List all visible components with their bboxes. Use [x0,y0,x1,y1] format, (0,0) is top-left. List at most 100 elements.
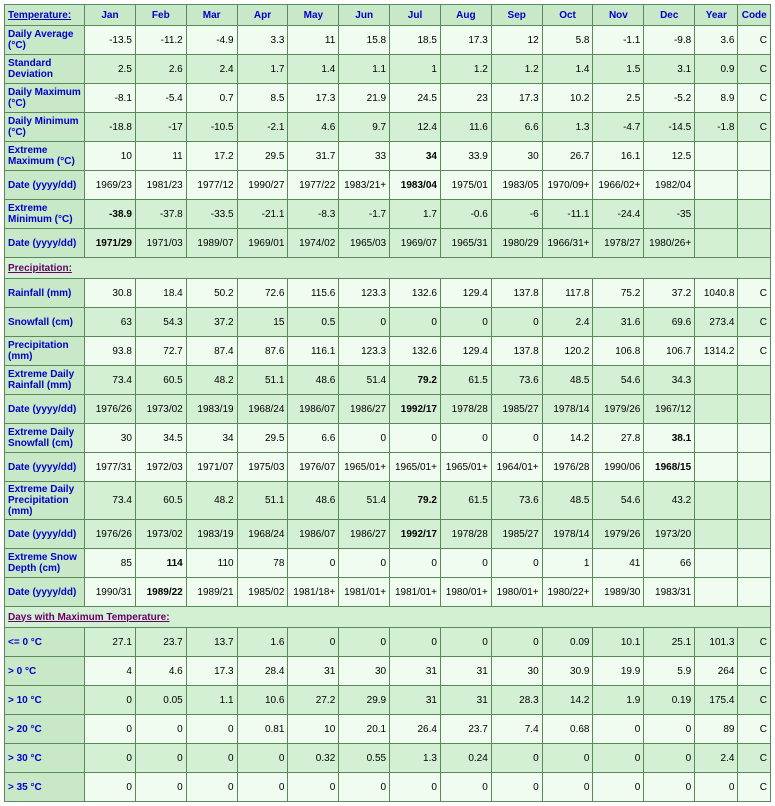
month-cell: 17.3 [491,84,542,113]
month-cell: 0.05 [135,686,186,715]
section-link[interactable]: Days with Maximum Temperature: [8,612,170,623]
month-cell: 1986/27 [339,520,390,549]
month-cell: 31.6 [593,308,644,337]
section-link[interactable]: Precipitation: [8,263,72,274]
year-cell: -1.8 [695,113,738,142]
year-cell: 3.6 [695,26,738,55]
month-cell: 1983/31 [644,578,695,607]
month-cell: 2.4 [542,308,593,337]
month-cell: 2.4 [186,55,237,84]
month-cell: 15.8 [339,26,390,55]
code-cell [738,229,771,258]
header-temperature[interactable]: Temperature: [5,5,85,26]
month-cell: 63 [85,308,136,337]
month-cell: 26.7 [542,142,593,171]
month-cell: 1985/27 [491,520,542,549]
year-cell [695,520,738,549]
month-cell: 1990/06 [593,453,644,482]
month-cell: 20.1 [339,715,390,744]
month-cell: 1986/27 [339,395,390,424]
month-cell: 61.5 [440,366,491,395]
table-row: Snowfall (cm)6354.337.2150.500002.431.66… [5,308,771,337]
code-cell [738,549,771,578]
month-cell: -1.7 [339,200,390,229]
table-row: Daily Average (°C)-13.5-11.2-4.93.31115.… [5,26,771,55]
month-cell: 43.2 [644,482,695,520]
month-cell: 115.6 [288,279,339,308]
month-cell: 0 [135,715,186,744]
month-cell: 1970/09+ [542,171,593,200]
table-row: > 30 °C00000.320.551.30.2400002.4C [5,744,771,773]
month-cell: -8.1 [85,84,136,113]
temperature-link[interactable]: Temperature: [8,10,71,21]
month-cell: 12.5 [644,142,695,171]
month-cell: 51.1 [237,482,288,520]
month-cell: 37.2 [186,308,237,337]
month-cell: 0 [440,308,491,337]
month-cell: 1975/03 [237,453,288,482]
month-cell: 1976/26 [85,520,136,549]
row-label: Standard Deviation [5,55,85,84]
code-cell: C [738,279,771,308]
month-cell: 1976/28 [542,453,593,482]
month-cell: 48.2 [186,366,237,395]
month-cell: 1978/28 [440,520,491,549]
month-cell: 1.4 [542,55,593,84]
month-cell: 30 [339,657,390,686]
month-cell: 33.9 [440,142,491,171]
row-label: Extreme Daily Rainfall (mm) [5,366,85,395]
month-cell: 1983/21+ [339,171,390,200]
col-year: Year [695,5,738,26]
month-cell: 1986/07 [288,395,339,424]
month-cell: 1.7 [237,55,288,84]
month-cell: 106.7 [644,337,695,366]
year-cell [695,453,738,482]
month-cell: 132.6 [390,279,441,308]
month-cell: 1989/07 [186,229,237,258]
col-jul: Jul [390,5,441,26]
month-cell: 1979/26 [593,520,644,549]
table-row: Extreme Daily Rainfall (mm)73.460.548.25… [5,366,771,395]
year-cell [695,549,738,578]
month-cell: 1977/12 [186,171,237,200]
month-cell: 1974/02 [288,229,339,258]
month-cell: -21.1 [237,200,288,229]
month-cell: 60.5 [135,366,186,395]
month-cell: 1975/01 [440,171,491,200]
table-row: > 0 °C44.617.328.4313031313030.919.95.92… [5,657,771,686]
month-cell: 1 [390,55,441,84]
month-cell: -38.9 [85,200,136,229]
row-label: > 10 °C [5,686,85,715]
month-cell: 1978/27 [593,229,644,258]
month-cell: 0 [390,308,441,337]
row-label: Date (yyyy/dd) [5,171,85,200]
month-cell: -11.2 [135,26,186,55]
month-cell: 0 [339,424,390,453]
month-cell: 0 [491,773,542,802]
table-row: Date (yyyy/dd)1990/311989/221989/211985/… [5,578,771,607]
code-cell [738,482,771,520]
month-cell: 48.5 [542,366,593,395]
month-cell: 1973/02 [135,520,186,549]
month-cell: 31 [440,657,491,686]
month-cell: 1.3 [390,744,441,773]
month-cell: 1977/31 [85,453,136,482]
col-jun: Jun [339,5,390,26]
year-cell: 175.4 [695,686,738,715]
table-row: Extreme Daily Precipitation (mm)73.460.5… [5,482,771,520]
month-cell: 0 [85,744,136,773]
month-cell: 0 [339,549,390,578]
month-cell: 0 [491,628,542,657]
month-cell: 37.2 [644,279,695,308]
month-cell: 11 [288,26,339,55]
header-row: Temperature: Jan Feb Mar Apr May Jun Jul… [5,5,771,26]
month-cell: 29.5 [237,142,288,171]
month-cell: 0 [440,628,491,657]
month-cell: 9.7 [339,113,390,142]
month-cell: 1973/02 [135,395,186,424]
month-cell: 0 [644,744,695,773]
row-label: > 20 °C [5,715,85,744]
code-cell: C [738,744,771,773]
row-label: > 0 °C [5,657,85,686]
month-cell: 129.4 [440,337,491,366]
